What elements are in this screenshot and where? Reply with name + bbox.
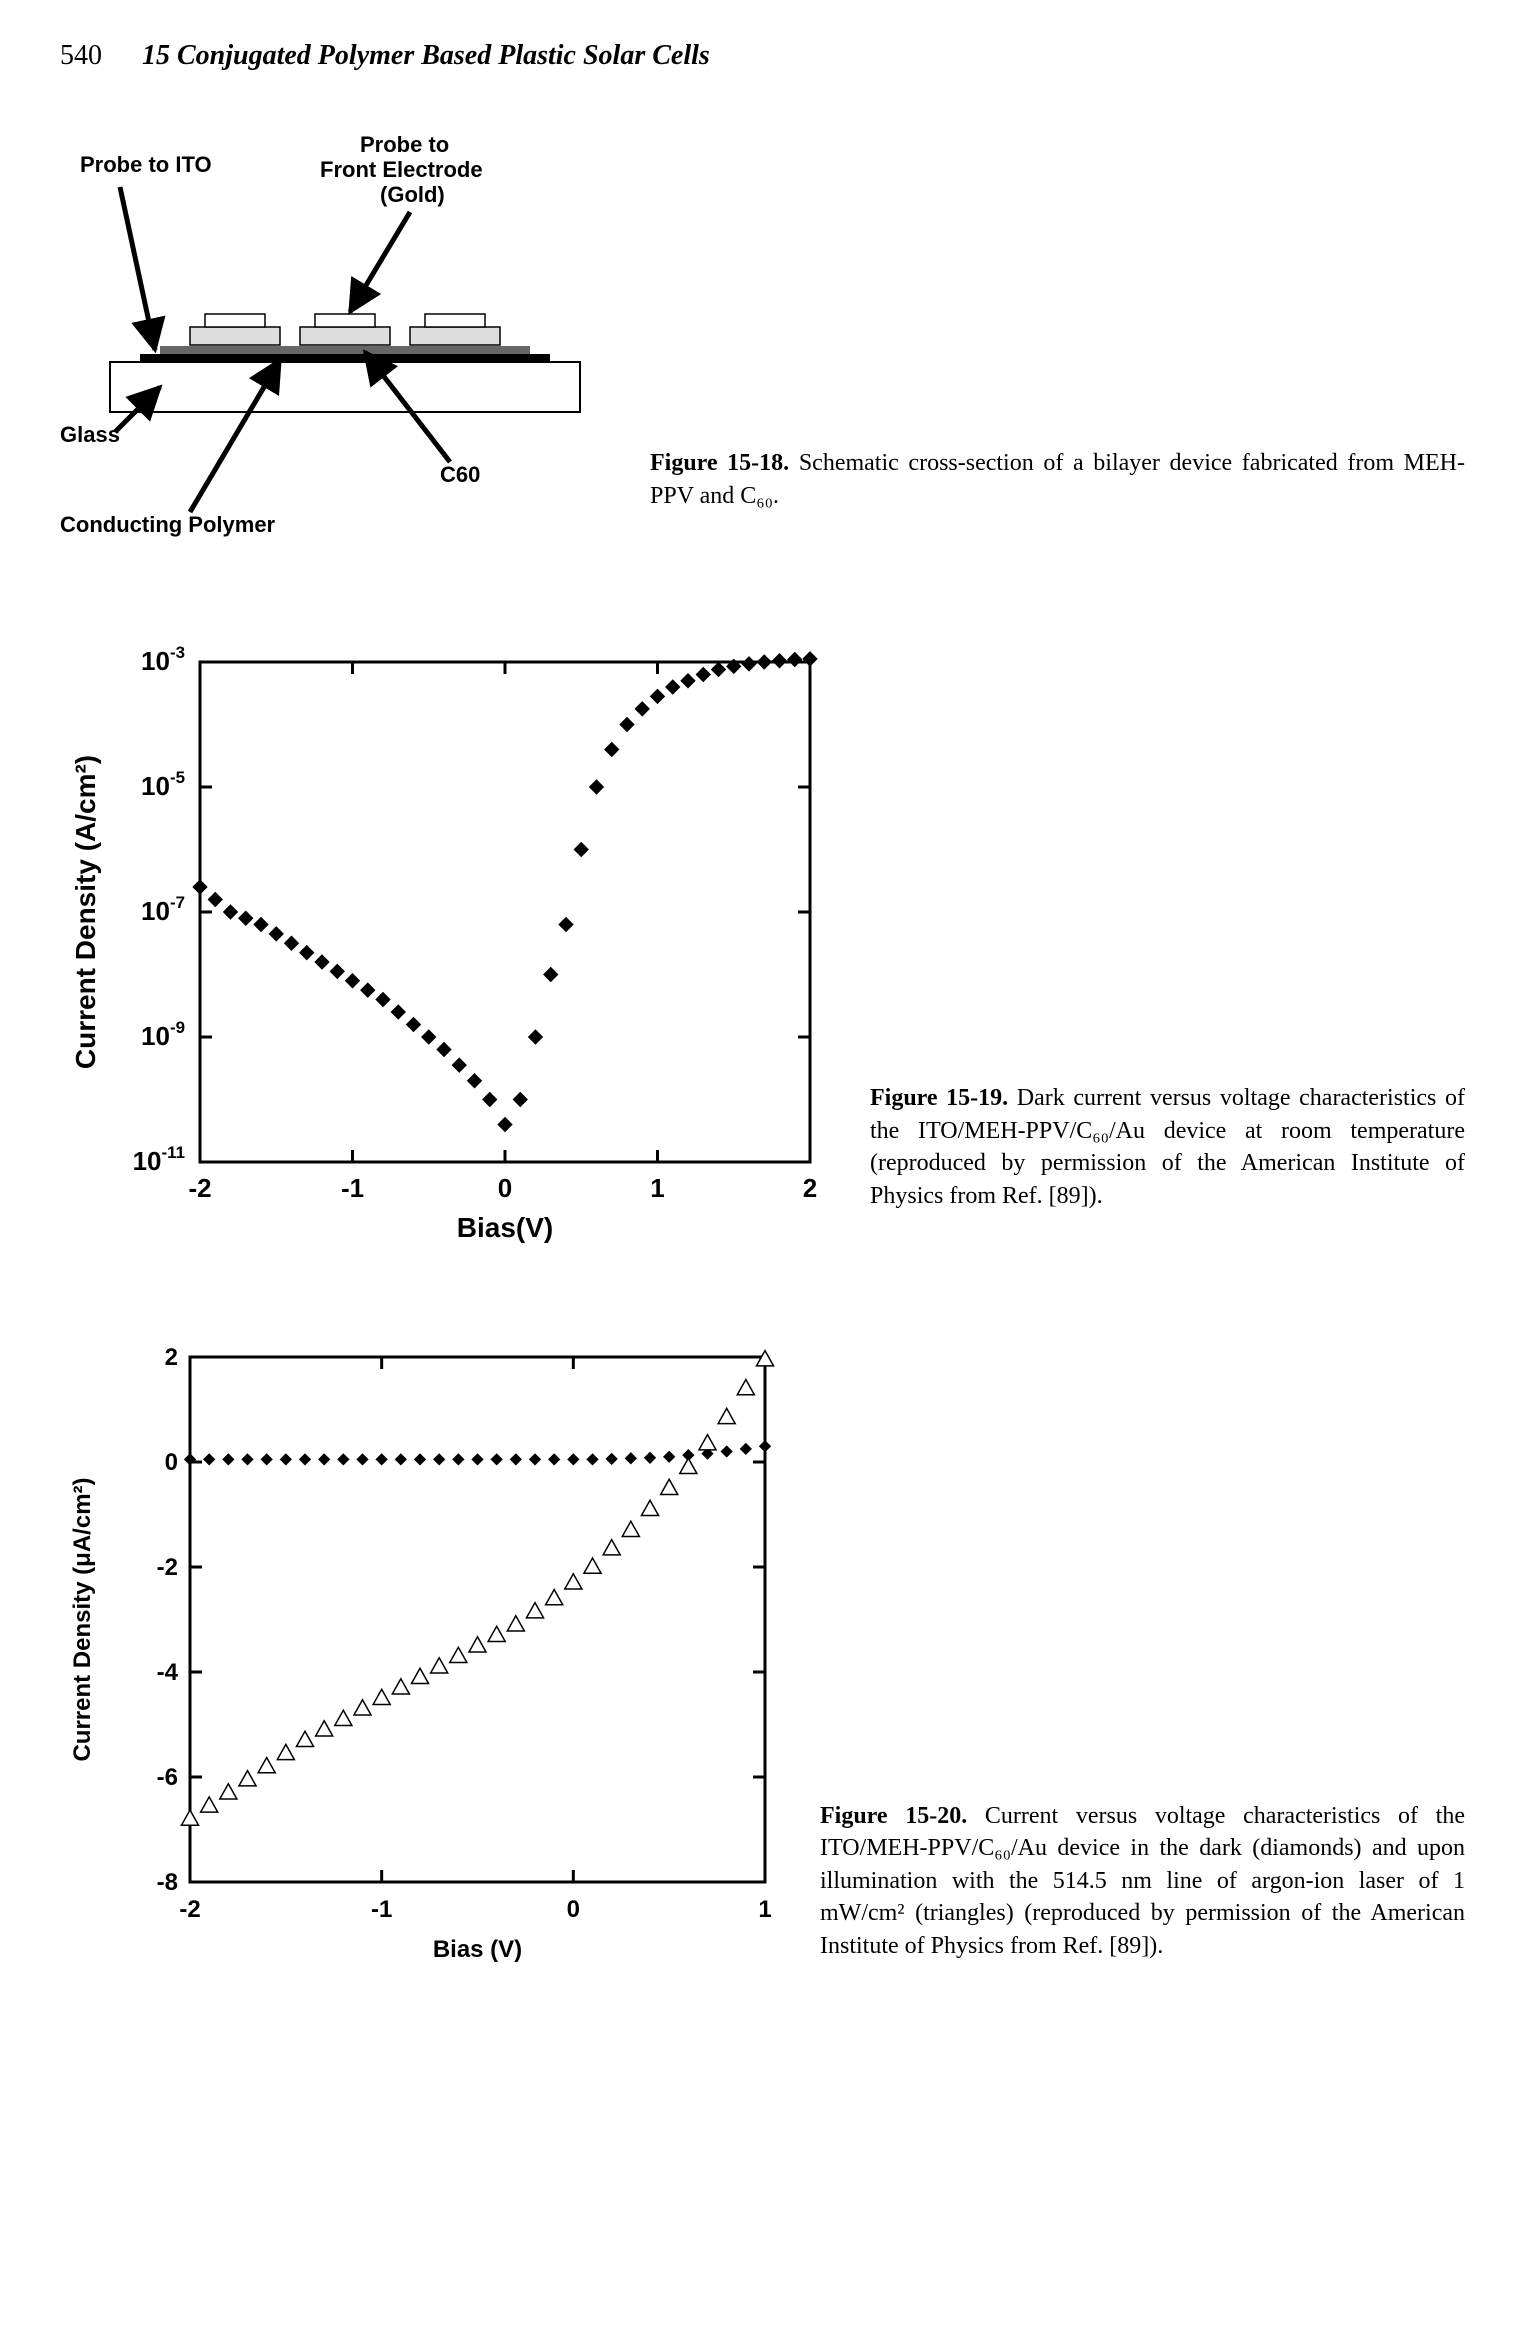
- label-probe-front-2: Front Electrode: [320, 157, 483, 182]
- svg-text:Current Density (μA/cm²): Current Density (μA/cm²): [69, 1477, 96, 1761]
- fig19-caption-label: Figure 15-19.: [870, 1085, 1008, 1111]
- svg-text:10-7: 10-7: [141, 893, 185, 926]
- svg-text:-2: -2: [157, 1554, 178, 1581]
- svg-text:-8: -8: [157, 1869, 178, 1896]
- svg-text:Current Density (A/cm²): Current Density (A/cm²): [70, 755, 101, 1069]
- fig18-caption-label: Figure 15-18.: [650, 450, 789, 476]
- svg-text:10-3: 10-3: [141, 643, 185, 676]
- svg-text:Bias (V): Bias (V): [433, 1936, 522, 1963]
- svg-text:-1: -1: [371, 1896, 392, 1923]
- svg-text:10-11: 10-11: [133, 1143, 185, 1176]
- chapter-title: 15 Conjugated Polymer Based Plastic Sola…: [142, 40, 710, 72]
- schematic-diagram: Probe to ITO Probe to Front Electrode (G…: [60, 132, 620, 552]
- chart-15-20: -2 -1 0 1 -8 -6 -4 -2 0 2 Bias (V) Current Density …: [60, 1332, 790, 1972]
- fig20-caption-label: Figure 15-20.: [820, 1803, 967, 1829]
- gold-pad-1: [190, 314, 280, 345]
- page-number: 540: [60, 40, 102, 72]
- c60-layer: [160, 346, 530, 354]
- label-probe-front-3: (Gold): [380, 182, 445, 207]
- arrow-probe-front: [350, 212, 410, 312]
- gold-pad-3: [410, 314, 500, 345]
- svg-text:1: 1: [758, 1896, 771, 1923]
- svg-text:0: 0: [567, 1896, 580, 1923]
- page-header: 540 15 Conjugated Polymer Based Plastic …: [60, 40, 1465, 72]
- label-probe-front-1: Probe to: [360, 132, 449, 157]
- svg-text:Bias(V): Bias(V): [457, 1212, 553, 1243]
- conducting-polymer-layer: [140, 354, 550, 362]
- glass-rect: [110, 362, 580, 412]
- svg-text:1: 1: [650, 1173, 664, 1203]
- svg-text:-2: -2: [188, 1173, 211, 1203]
- label-probe-ito: Probe to ITO: [80, 152, 212, 177]
- svg-text:-1: -1: [341, 1173, 364, 1203]
- gold-pad-2: [300, 314, 390, 345]
- svg-text:2: 2: [803, 1173, 817, 1203]
- svg-text:-2: -2: [179, 1896, 200, 1923]
- svg-text:10-9: 10-9: [141, 1018, 185, 1051]
- label-conducting-polymer: Conducting Polymer: [60, 512, 276, 537]
- svg-text:-4: -4: [157, 1659, 179, 1686]
- chart-15-19: -2 -1 0 1 2 10-11 10-9 10-7 10-5 10-3 Bias(V) Curre…: [60, 632, 840, 1252]
- svg-text:0: 0: [498, 1173, 512, 1203]
- figure-15-19: -2 -1 0 1 2 10-11 10-9 10-7 10-5 10-3 Bias(V) Curre…: [60, 632, 1465, 1252]
- svg-text:-6: -6: [157, 1764, 178, 1791]
- svg-text:2: 2: [165, 1344, 178, 1371]
- figure-15-20: -2 -1 0 1 -8 -6 -4 -2 0 2 Bias (V) Current Density …: [60, 1332, 1465, 1972]
- arrow-probe-ito: [120, 187, 155, 350]
- label-c60: C60: [440, 462, 480, 487]
- svg-text:0: 0: [165, 1449, 178, 1476]
- svg-text:10-5: 10-5: [141, 768, 185, 801]
- figure-15-18: Probe to ITO Probe to Front Electrode (G…: [60, 132, 1465, 552]
- label-glass: Glass: [60, 422, 120, 447]
